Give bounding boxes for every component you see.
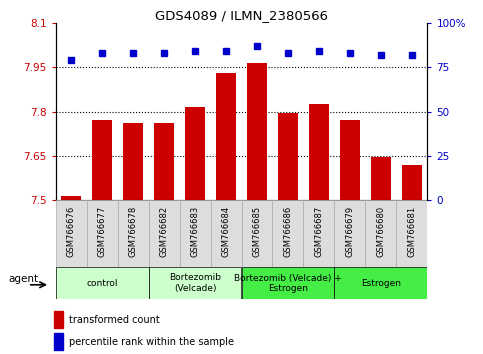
- Bar: [216, 73, 236, 200]
- Text: GSM766676: GSM766676: [67, 205, 75, 257]
- Text: GSM766681: GSM766681: [408, 205, 416, 257]
- Text: GSM766685: GSM766685: [253, 205, 261, 257]
- Text: Bortezomib
(Velcade): Bortezomib (Velcade): [169, 274, 221, 293]
- Bar: [309, 104, 329, 200]
- Text: Bortezomib (Velcade) +
Estrogen: Bortezomib (Velcade) + Estrogen: [234, 274, 342, 293]
- Bar: [397, 200, 427, 267]
- Bar: [54, 333, 63, 350]
- Bar: [272, 200, 303, 267]
- Bar: [340, 120, 360, 200]
- Bar: [366, 200, 397, 267]
- Bar: [242, 267, 334, 299]
- Text: GSM766684: GSM766684: [222, 205, 230, 257]
- Text: control: control: [86, 279, 118, 288]
- Bar: [149, 267, 242, 299]
- Bar: [303, 200, 334, 267]
- Bar: [86, 200, 117, 267]
- Bar: [371, 157, 391, 200]
- Text: GSM766677: GSM766677: [98, 205, 107, 257]
- Text: GSM766683: GSM766683: [190, 205, 199, 257]
- Text: transformed count: transformed count: [70, 315, 160, 325]
- Text: GSM766679: GSM766679: [345, 205, 355, 257]
- Bar: [402, 165, 422, 200]
- Text: GSM766686: GSM766686: [284, 205, 293, 257]
- Bar: [56, 200, 86, 267]
- Bar: [61, 195, 81, 200]
- Bar: [247, 63, 267, 200]
- Bar: [242, 200, 272, 267]
- Bar: [154, 123, 174, 200]
- Bar: [278, 113, 298, 200]
- Text: GSM766682: GSM766682: [159, 205, 169, 257]
- Text: GSM766680: GSM766680: [376, 205, 385, 257]
- Text: agent: agent: [8, 274, 39, 284]
- Bar: [185, 107, 205, 200]
- Text: Estrogen: Estrogen: [361, 279, 401, 288]
- Text: GSM766687: GSM766687: [314, 205, 324, 257]
- Text: GSM766678: GSM766678: [128, 205, 138, 257]
- Bar: [56, 267, 149, 299]
- Bar: [334, 200, 366, 267]
- Bar: [149, 200, 180, 267]
- Bar: [117, 200, 149, 267]
- Bar: [334, 267, 427, 299]
- Bar: [123, 123, 143, 200]
- Bar: [211, 200, 242, 267]
- Bar: [180, 200, 211, 267]
- Title: GDS4089 / ILMN_2380566: GDS4089 / ILMN_2380566: [155, 9, 328, 22]
- Text: percentile rank within the sample: percentile rank within the sample: [70, 337, 234, 347]
- Bar: [54, 311, 63, 328]
- Bar: [92, 120, 112, 200]
